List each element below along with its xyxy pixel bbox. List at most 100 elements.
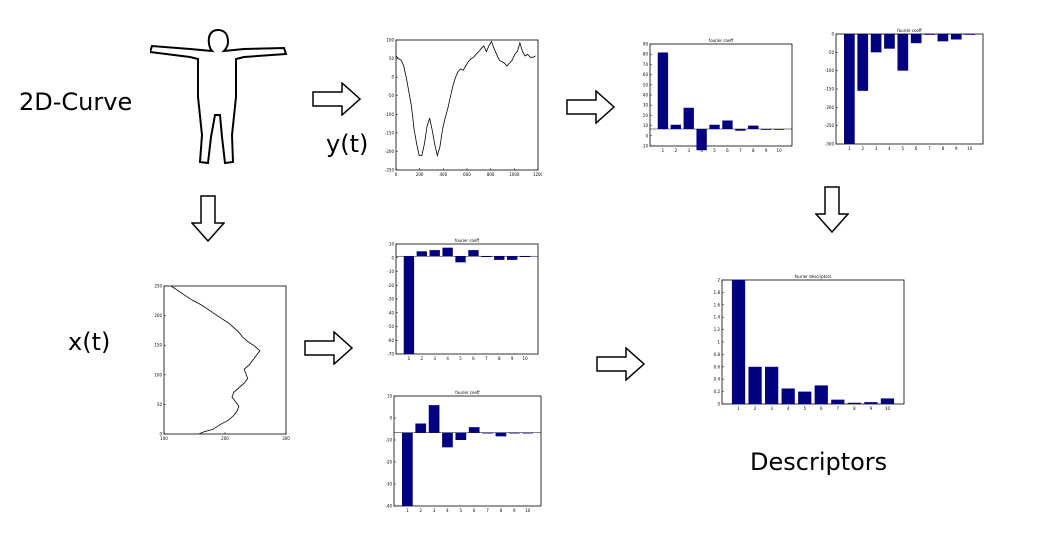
y-tick-label: 50 <box>643 82 649 87</box>
chart-title: fourier descriptors <box>795 274 832 279</box>
x-tick-label: 9 <box>511 356 514 361</box>
bar <box>781 388 795 404</box>
x-tick-label: 300 <box>282 436 290 441</box>
x-tick-label: 200 <box>221 436 229 441</box>
bar <box>924 34 935 35</box>
y-tick-label: 60 <box>643 72 649 77</box>
bar <box>765 366 779 404</box>
x-tick-label: 0 <box>395 172 398 177</box>
y-tick-label: -250 <box>825 123 835 128</box>
x-tick-label: 6 <box>726 148 729 153</box>
x-tick-label: 6 <box>820 406 823 411</box>
bar <box>884 34 895 49</box>
x-tick-label: 1 <box>737 406 740 411</box>
y-tick-label: 0 <box>391 75 394 80</box>
arrow-down-2-icon <box>815 186 849 234</box>
y-tick-label: 0.4 <box>714 377 721 382</box>
xt-label: x(t) <box>68 328 111 356</box>
y-tick-label: -100 <box>385 112 395 117</box>
plot-frame <box>395 243 539 355</box>
x-tick-label: 1000 <box>509 172 520 177</box>
bar <box>910 34 922 44</box>
bar <box>442 247 453 257</box>
chart-title: fourier coeff <box>709 38 734 43</box>
bar <box>847 402 861 404</box>
x-tick-label: 7 <box>485 356 488 361</box>
bar <box>857 34 869 91</box>
y-tick-label: -60 <box>387 338 394 343</box>
bar <box>773 129 785 130</box>
x-tick-label: 2 <box>861 146 864 151</box>
x-tick-label: 8 <box>500 508 503 513</box>
x-tick-label: 4 <box>700 148 703 153</box>
x-tick-label: 4 <box>446 356 449 361</box>
y-tick-label: 10 <box>389 242 395 247</box>
bar <box>897 34 909 71</box>
bar <box>657 52 669 129</box>
bar <box>403 256 415 354</box>
chart-title: fourier coeff <box>455 390 480 395</box>
x-tick-label: 6 <box>915 146 918 151</box>
x-tick-label: 7 <box>837 406 840 411</box>
y-tick-label: -30 <box>385 482 392 487</box>
y-tick-label: -250 <box>385 168 395 173</box>
bar <box>696 129 707 151</box>
x-tick-label: 3 <box>687 148 690 153</box>
x-tick-label: 5 <box>713 148 716 153</box>
plot-frame <box>395 39 539 171</box>
y-tick-label: 0 <box>389 416 392 421</box>
x-tick-label: 2 <box>754 406 757 411</box>
bar <box>468 250 479 257</box>
plot-frame <box>163 285 287 435</box>
x-tick-label: 7 <box>928 146 931 151</box>
x-fourier-im-chart: fourier coeff 10 0 -10 -20 -30 -40 1 2 3 4 5 6 7 8 9 10 <box>380 388 545 516</box>
y-tick-label: 20 <box>643 113 649 118</box>
y-tick-label: -50 <box>387 324 394 329</box>
bar <box>519 256 531 258</box>
plot-frame <box>393 395 542 507</box>
bar <box>748 366 762 404</box>
arrow-right-2-icon <box>566 90 616 124</box>
y-tick-label: -10 <box>385 438 392 443</box>
y-tick-label: 0 <box>391 255 394 260</box>
y-tick-label: 100 <box>386 38 394 43</box>
y-tick-label: 0 <box>645 133 648 138</box>
x-tick-label: 9 <box>513 508 516 513</box>
x-tick-label: 1 <box>662 148 665 153</box>
bar <box>748 125 759 129</box>
bar <box>798 391 812 404</box>
x-tick-label: 5 <box>803 406 806 411</box>
x-tick-label: 5 <box>460 508 463 513</box>
x-tick-label: 10 <box>967 146 973 151</box>
y-tick-label: -30 <box>387 297 394 302</box>
x-tick-label: 2 <box>675 148 678 153</box>
bar <box>814 385 828 404</box>
y-tick-label: 150 <box>154 343 162 348</box>
x-tick-label: 8 <box>498 356 501 361</box>
y-tick-label: 0 <box>831 32 834 37</box>
x-tick-label: 3 <box>770 406 773 411</box>
bar <box>880 398 895 404</box>
x-tick-label: 4 <box>787 406 790 411</box>
y-tick-label: 0 <box>717 402 720 407</box>
y-tick-label: -50 <box>827 50 834 55</box>
yt-label: y(t) <box>326 130 369 158</box>
x-tick-label: 10 <box>523 356 529 361</box>
y-tick-label: -200 <box>385 149 395 154</box>
x-tick-label: 10 <box>525 508 531 513</box>
x-tick-label: 3 <box>875 146 878 151</box>
x-tick-label: 5 <box>902 146 905 151</box>
bar <box>482 432 493 434</box>
series-line <box>170 285 261 435</box>
y-tick-label: 50 <box>389 56 395 61</box>
y-tick-label: 10 <box>643 123 649 128</box>
x-tick-label: 4 <box>446 508 449 513</box>
bar <box>683 107 694 129</box>
bar <box>964 34 975 35</box>
x-tick-label: 6 <box>473 508 476 513</box>
curve-label: 2D-Curve <box>19 88 133 116</box>
y-tick-label: -40 <box>385 504 392 509</box>
x-tick-label: 7 <box>486 508 489 513</box>
bar <box>442 432 453 448</box>
y-tick-label: -40 <box>387 310 394 315</box>
